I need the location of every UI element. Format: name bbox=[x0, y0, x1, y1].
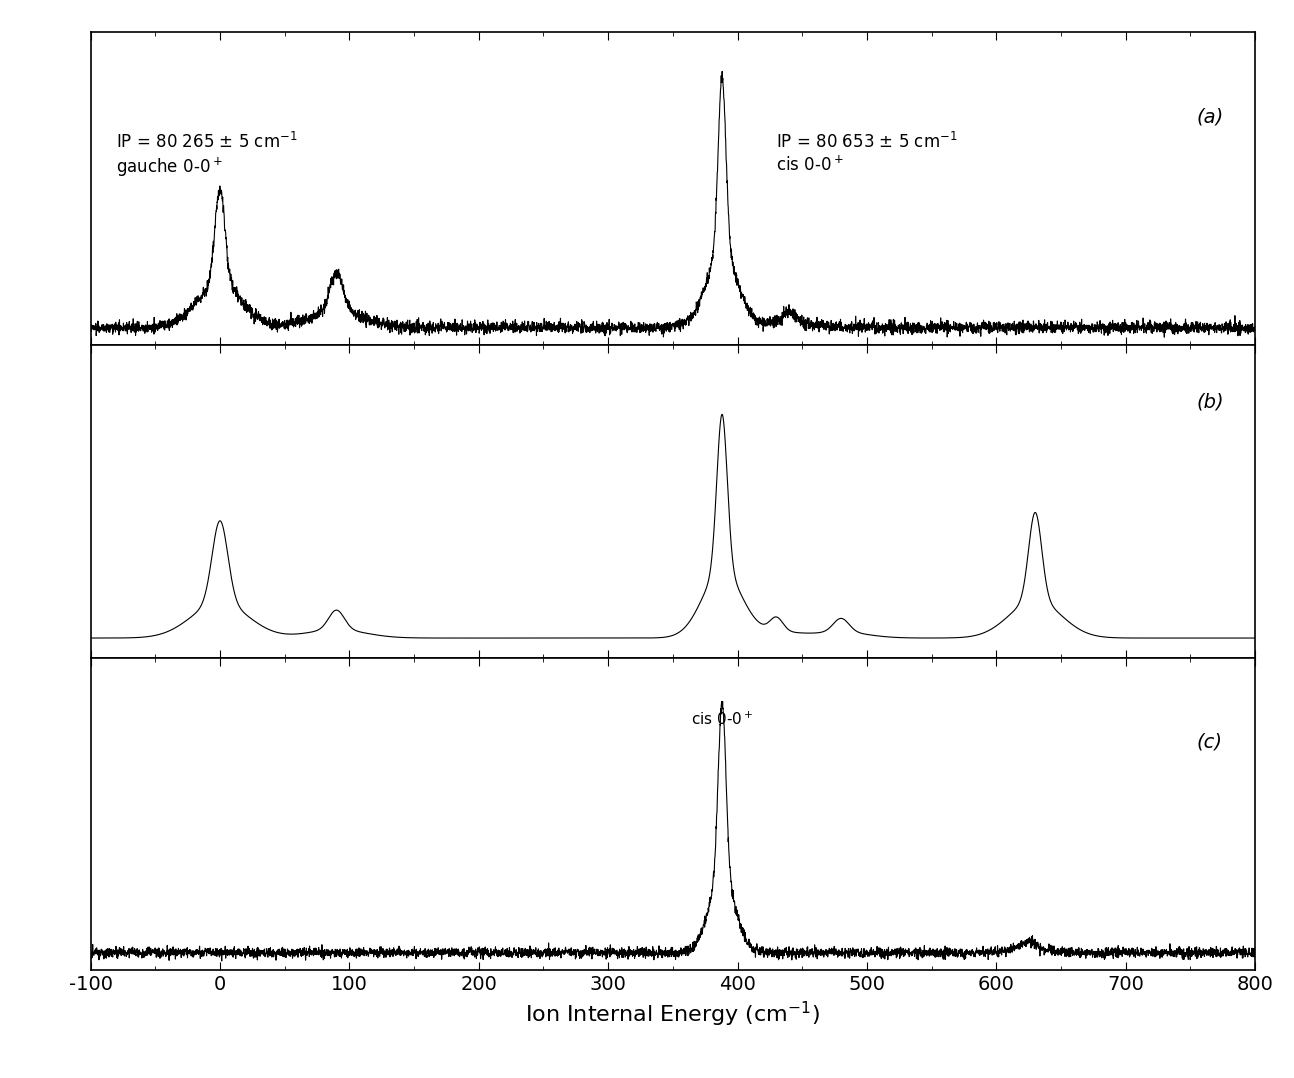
Text: IP = 80 653 ± 5 cm$^{-1}$
cis 0-0$^+$: IP = 80 653 ± 5 cm$^{-1}$ cis 0-0$^+$ bbox=[776, 133, 958, 175]
Text: (c): (c) bbox=[1197, 733, 1223, 751]
Text: (a): (a) bbox=[1197, 108, 1224, 126]
Text: cis 0-0$^+$: cis 0-0$^+$ bbox=[691, 710, 753, 728]
X-axis label: Ion Internal Energy (cm$^{-1}$): Ion Internal Energy (cm$^{-1}$) bbox=[525, 999, 820, 1028]
Text: (b): (b) bbox=[1197, 392, 1224, 412]
Text: IP = 80 265 ± 5 cm$^{-1}$
gauche 0-0$^+$: IP = 80 265 ± 5 cm$^{-1}$ gauche 0-0$^+$ bbox=[116, 133, 298, 179]
